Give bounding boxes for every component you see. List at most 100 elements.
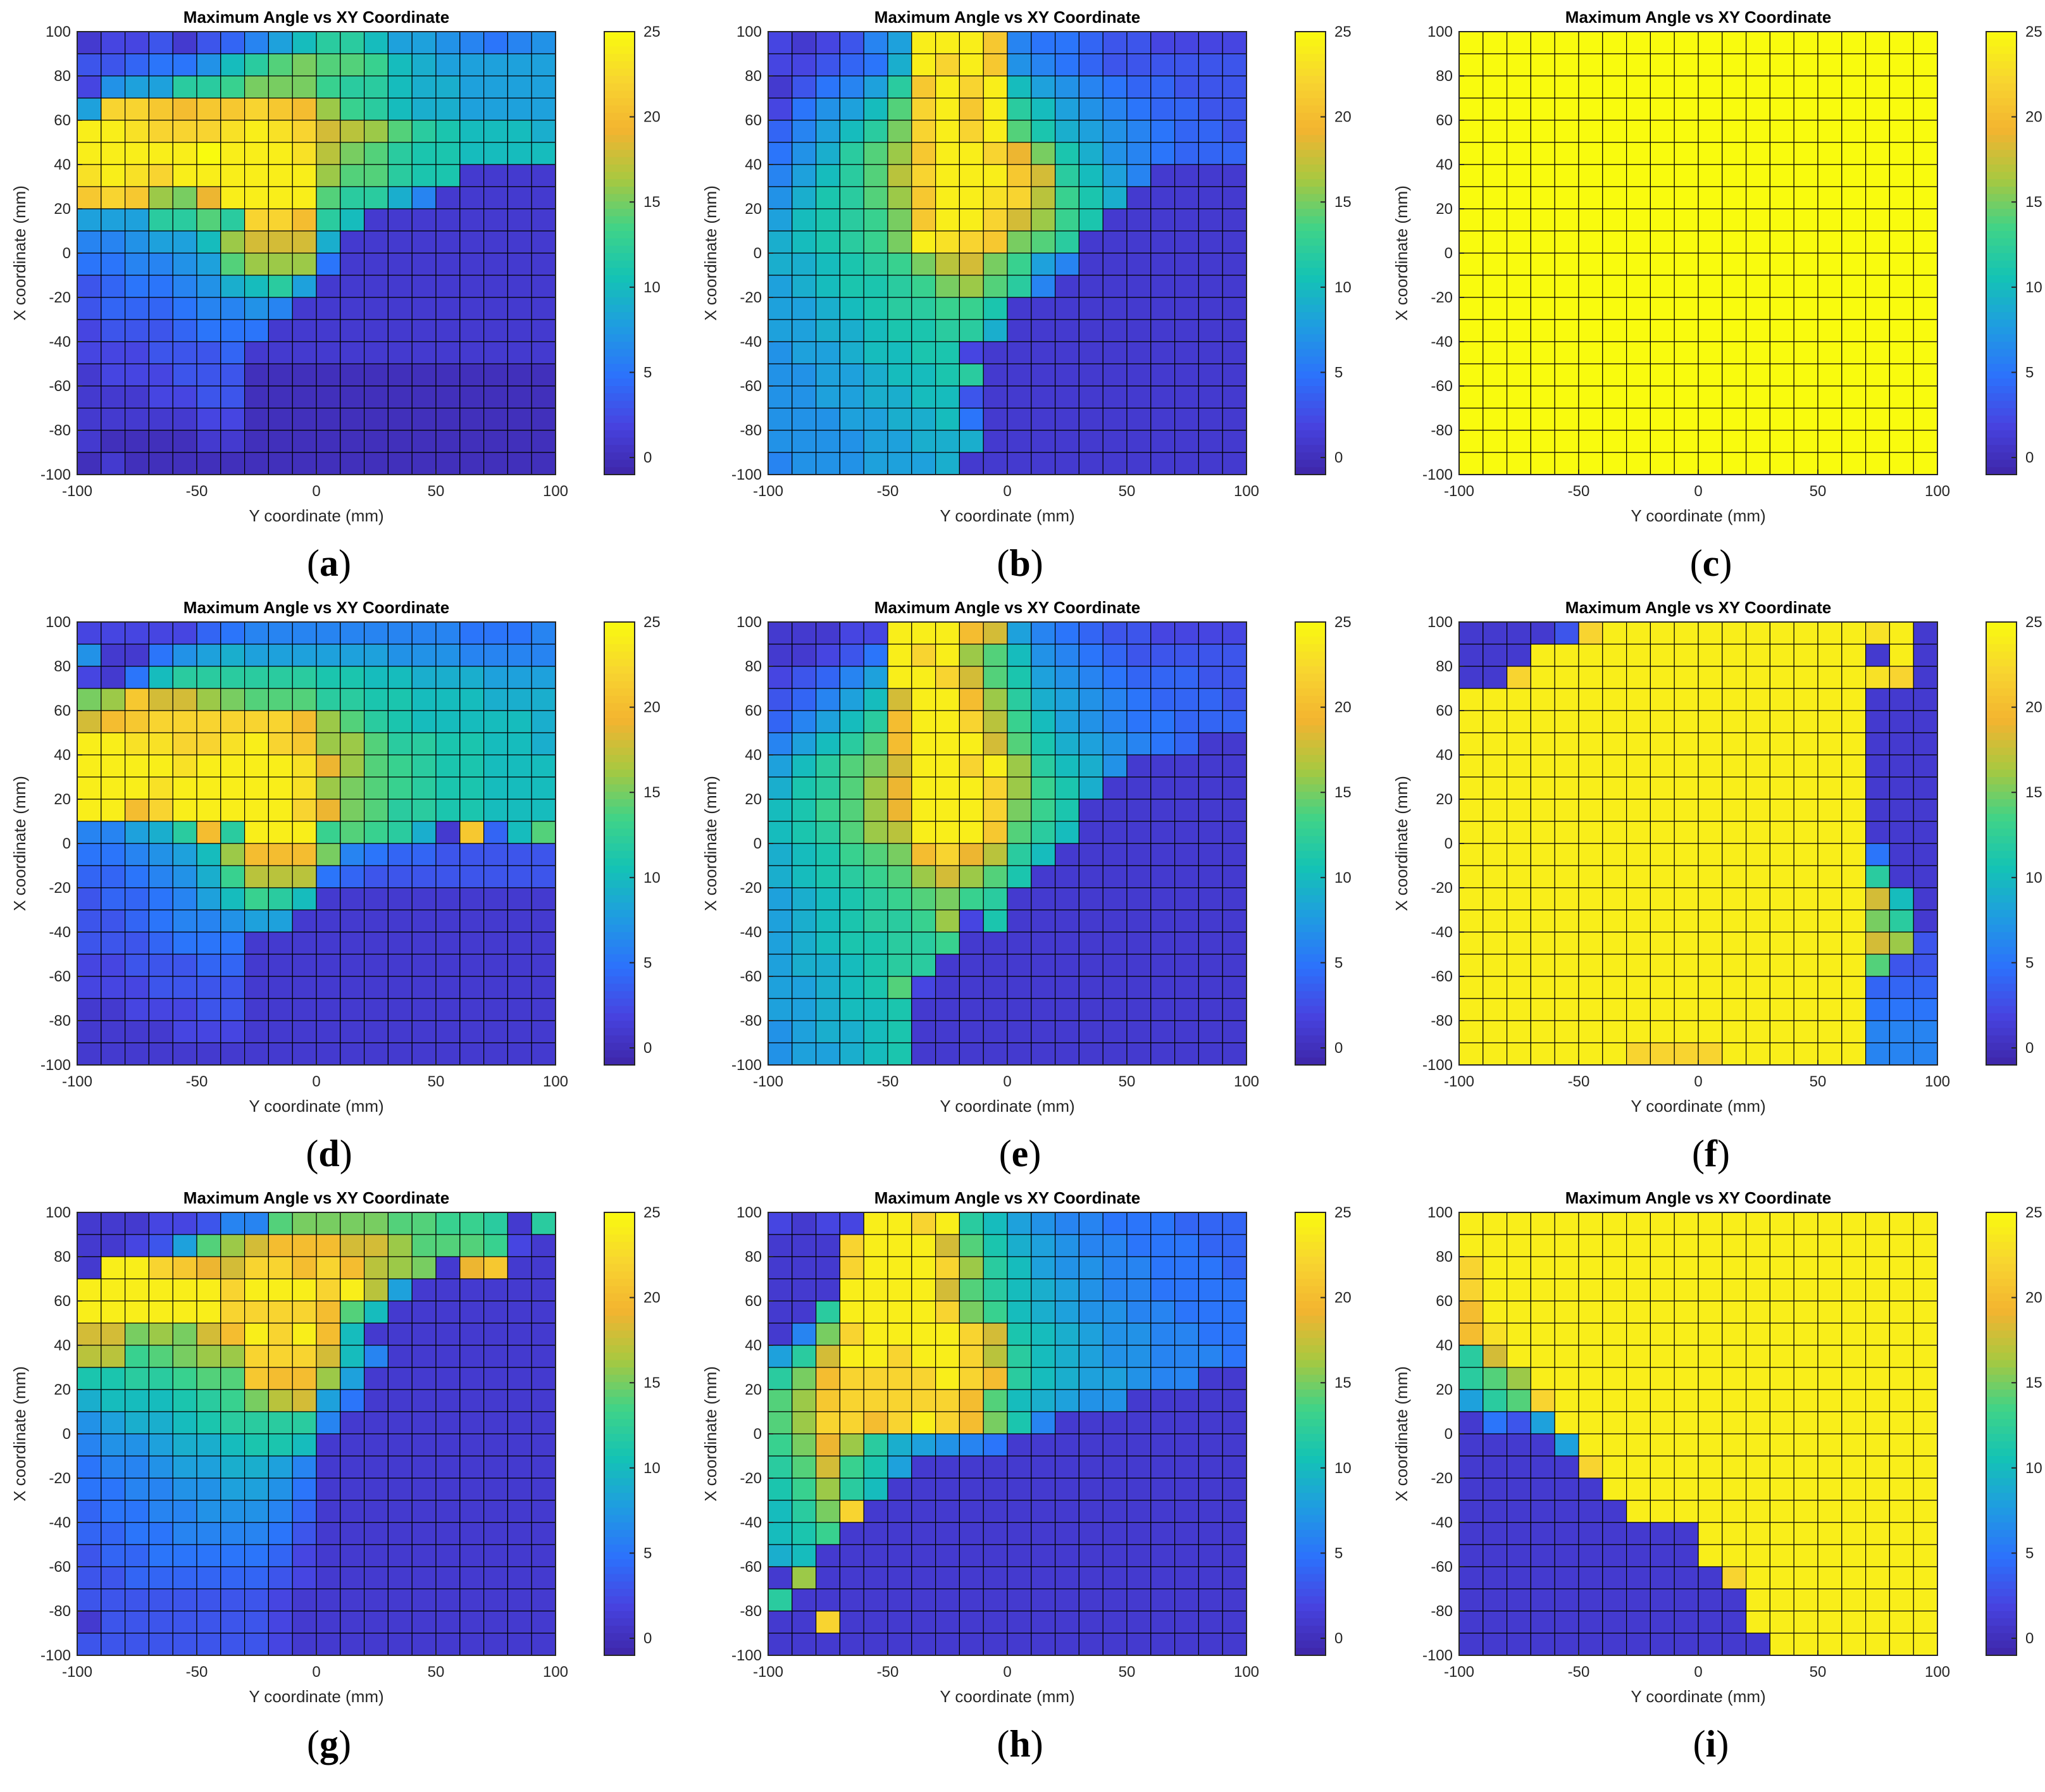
heatmap-cell — [935, 909, 960, 933]
y-tick-label: -20 — [49, 880, 71, 897]
heatmap-cell — [1007, 666, 1032, 689]
heatmap-cell — [1078, 1500, 1103, 1523]
heatmap-cell — [1198, 1367, 1223, 1390]
colorbar-segment — [1986, 666, 2017, 675]
colorbar-segment — [604, 1367, 635, 1376]
heatmap-cell — [172, 976, 197, 999]
heatmap-cell — [768, 1588, 793, 1612]
heatmap-cell — [507, 1478, 532, 1501]
heatmap-cell — [1769, 97, 1794, 121]
heatmap-cell — [839, 208, 864, 232]
heatmap-cell — [1482, 297, 1508, 320]
heatmap-cell — [1150, 1478, 1176, 1501]
colorbar-segment — [604, 1559, 635, 1567]
heatmap-cell — [815, 1633, 840, 1656]
heatmap-cell — [1722, 931, 1747, 955]
heatmap-cell — [1578, 843, 1603, 866]
heatmap-cell — [1150, 53, 1176, 77]
heatmap-cell — [316, 53, 341, 77]
heatmap-cell — [1865, 1345, 1891, 1368]
colorbar-segment — [1986, 659, 2017, 667]
heatmap-cell — [1554, 976, 1579, 999]
heatmap-cell — [77, 644, 102, 667]
heatmap-cell — [316, 1322, 341, 1346]
heatmap-cell — [507, 776, 532, 800]
heatmap-cell — [1722, 909, 1747, 933]
heatmap-cell — [483, 644, 508, 667]
heatmap-cell — [459, 1610, 485, 1634]
heatmap-cell — [1746, 1345, 1771, 1368]
colorbar-segment — [604, 1463, 635, 1471]
heatmap-cell — [172, 1566, 197, 1590]
heatmap-cell — [340, 1367, 365, 1390]
heatmap-cell — [1222, 1020, 1247, 1043]
heatmap-cell — [815, 1322, 840, 1346]
heatmap-cell — [411, 1212, 437, 1235]
colorbar-segment — [604, 1478, 635, 1486]
colorbar-segment — [1295, 622, 1326, 630]
heatmap-cell — [172, 732, 197, 756]
heatmap-cell — [1698, 1566, 1723, 1590]
heatmap-cell — [1889, 1633, 1914, 1656]
heatmap-cell — [1102, 186, 1128, 209]
heatmap-cell — [244, 1256, 270, 1279]
heatmap-cell — [1054, 164, 1079, 187]
heatmap-cell — [983, 1042, 1008, 1066]
heatmap-cell — [340, 644, 365, 667]
heatmap-cell — [292, 1522, 317, 1545]
panel-a: Maximum Angle vs XY Coordinate-100 -50 0 50… — [10, 8, 661, 584]
heatmap-cell — [1578, 732, 1603, 756]
panel-e: Maximum Angle vs XY Coordinate-100 -50 0 50… — [701, 598, 1352, 1174]
heatmap-cell — [411, 776, 437, 800]
heatmap-cell — [1482, 843, 1508, 866]
colorbar-segment — [1295, 408, 1326, 416]
heatmap-cell — [983, 1212, 1008, 1235]
colorbar-segment — [1295, 1507, 1326, 1515]
heatmap-cell — [483, 1500, 508, 1523]
heatmap-cell — [863, 408, 888, 431]
heatmap-cell — [1554, 1367, 1579, 1390]
heatmap-cell — [1222, 843, 1247, 866]
heatmap-cell — [1578, 1478, 1603, 1501]
heatmap-cell — [363, 120, 388, 143]
heatmap-cell — [1674, 1411, 1699, 1434]
heatmap-cell — [363, 954, 388, 977]
heatmap-cell — [768, 319, 793, 342]
heatmap-cell — [435, 1345, 461, 1368]
heatmap-cell — [1458, 186, 1484, 209]
heatmap-cell — [77, 319, 102, 342]
heatmap-cell — [1913, 1500, 1938, 1523]
heatmap-cell — [220, 710, 246, 733]
heatmap-cell — [1578, 97, 1603, 121]
heatmap-cell — [196, 688, 221, 711]
heatmap-cell — [363, 776, 388, 800]
heatmap-cell — [459, 252, 485, 276]
heatmap-cell — [1889, 1411, 1914, 1434]
heatmap-cell — [792, 666, 817, 689]
heatmap-cell — [887, 865, 912, 888]
colorbar-segment — [1295, 275, 1326, 283]
heatmap-cell — [1126, 452, 1152, 475]
heatmap-cell — [1817, 688, 1843, 711]
heatmap-cell — [1865, 931, 1891, 955]
heatmap-cell — [1674, 297, 1699, 320]
heatmap-cell — [1650, 666, 1675, 689]
heatmap-cell — [101, 621, 126, 645]
heatmap-cell — [268, 1633, 293, 1656]
heatmap-cell — [363, 1633, 388, 1656]
heatmap-cell — [101, 887, 126, 911]
heatmap-cell — [411, 430, 437, 453]
heatmap-cell — [244, 1300, 270, 1324]
heatmap-cell — [220, 865, 246, 888]
heatmap-cell — [292, 998, 317, 1021]
heatmap-cell — [1674, 754, 1699, 778]
heatmap-cell — [1554, 1433, 1579, 1457]
heatmap-cell — [1841, 976, 1867, 999]
heatmap-cell — [1841, 1544, 1867, 1567]
heatmap-cell — [1769, 754, 1794, 778]
heatmap-cell — [1458, 297, 1484, 320]
heatmap-cell — [815, 776, 840, 800]
heatmap-cell — [959, 142, 984, 165]
heatmap-cell — [1198, 1633, 1223, 1656]
heatmap-cell — [340, 1633, 365, 1656]
